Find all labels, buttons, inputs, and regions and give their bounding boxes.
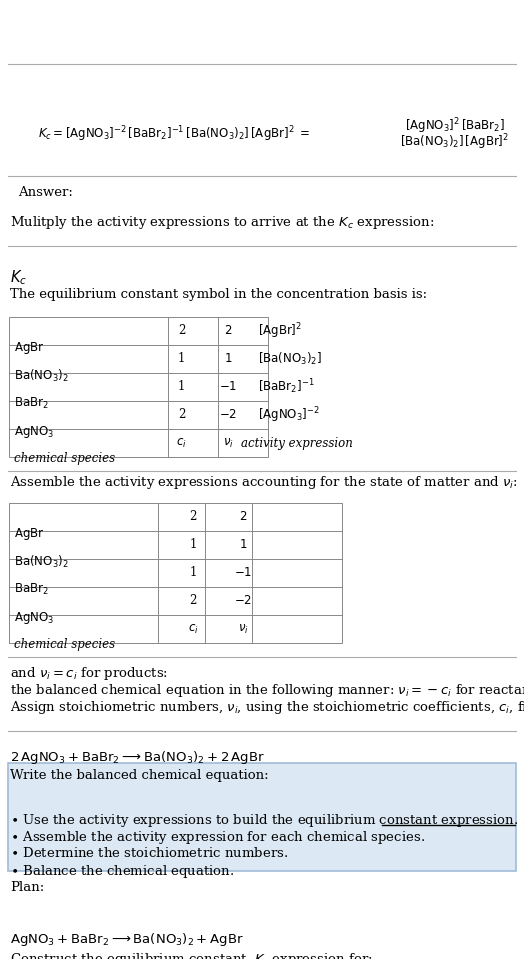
Text: and $\nu_i = c_i$ for products:: and $\nu_i = c_i$ for products:	[10, 665, 168, 682]
Text: $-1$: $-1$	[234, 567, 252, 579]
Text: $\mathrm{BaBr_2}$: $\mathrm{BaBr_2}$	[14, 582, 49, 597]
Text: $\nu_i$: $\nu_i$	[237, 622, 248, 636]
Text: 2: 2	[178, 324, 185, 338]
Text: Mulitply the activity expressions to arrive at the $K_c$ expression:: Mulitply the activity expressions to arr…	[10, 214, 434, 231]
Text: $\bullet$ Use the activity expressions to build the equilibrium constant express: $\bullet$ Use the activity expressions t…	[10, 812, 518, 829]
Text: $\mathrm{Ba(NO_3)_2}$: $\mathrm{Ba(NO_3)_2}$	[14, 368, 69, 385]
Text: $[\mathrm{Ba(NO_3)_2}]$: $[\mathrm{Ba(NO_3)_2}]$	[258, 351, 322, 367]
Text: $\mathrm{Ba(NO_3)_2}$: $\mathrm{Ba(NO_3)_2}$	[14, 554, 69, 570]
Text: activity expression: activity expression	[241, 436, 353, 450]
Text: $\bullet$ Determine the stoichiometric numbers.: $\bullet$ Determine the stoichiometric n…	[10, 846, 288, 860]
Text: Assemble the activity expressions accounting for the state of matter and $\nu_i$: Assemble the activity expressions accoun…	[10, 474, 518, 491]
Text: Answer:: Answer:	[18, 186, 73, 199]
Text: $[\mathrm{AgBr}]^2$: $[\mathrm{AgBr}]^2$	[258, 321, 302, 340]
Text: $-1$: $-1$	[220, 381, 237, 393]
Text: $[\mathrm{BaBr_2}]^{-1}$: $[\mathrm{BaBr_2}]^{-1}$	[258, 378, 314, 396]
Text: $\bullet$ Assemble the activity expression for each chemical species.: $\bullet$ Assemble the activity expressi…	[10, 829, 425, 846]
Text: $-2$: $-2$	[234, 595, 252, 607]
Text: chemical species: chemical species	[14, 638, 115, 651]
Text: $\mathrm{AgBr}$: $\mathrm{AgBr}$	[14, 340, 45, 356]
Bar	[9, 503, 342, 643]
Bar	[9, 317, 268, 457]
Text: 1: 1	[178, 381, 185, 393]
Text: $\mathrm{2\,AgNO_3 + BaBr_2 \longrightarrow Ba(NO_3)_2 + 2\,AgBr}$: $\mathrm{2\,AgNO_3 + BaBr_2 \longrightar…	[10, 749, 265, 766]
Text: $1$: $1$	[224, 353, 233, 365]
Text: $\bullet$ Balance the chemical equation.: $\bullet$ Balance the chemical equation.	[10, 863, 234, 880]
Bar	[8, 763, 516, 871]
Text: $[\mathrm{Ba(NO_3)_2}]\,[\mathrm{AgBr}]^2$: $[\mathrm{Ba(NO_3)_2}]\,[\mathrm{AgBr}]^…	[400, 132, 509, 152]
Text: $[\mathrm{AgNO_3}]^{-2}$: $[\mathrm{AgNO_3}]^{-2}$	[258, 406, 320, 425]
Text: $c_i$: $c_i$	[188, 622, 199, 636]
Text: $\mathrm{AgNO_3 + BaBr_2 \longrightarrow Ba(NO_3)_2 + AgBr}$: $\mathrm{AgNO_3 + BaBr_2 \longrightarrow…	[10, 931, 244, 948]
Text: $K_c$: $K_c$	[10, 268, 27, 287]
Text: $2$: $2$	[224, 324, 233, 338]
Text: Assign stoichiometric numbers, $\nu_i$, using the stoichiometric coefficients, $: Assign stoichiometric numbers, $\nu_i$, …	[10, 699, 524, 716]
Text: $c_i$: $c_i$	[176, 436, 187, 450]
Text: 2: 2	[189, 595, 196, 607]
Text: Write the balanced chemical equation:: Write the balanced chemical equation:	[10, 769, 269, 782]
Text: $\nu_i$: $\nu_i$	[223, 436, 234, 450]
Text: $\mathrm{BaBr_2}$: $\mathrm{BaBr_2}$	[14, 396, 49, 411]
Text: Construct the equilibrium constant, $K$, expression for:: Construct the equilibrium constant, $K$,…	[10, 951, 373, 959]
Text: $\mathrm{AgNO_3}$: $\mathrm{AgNO_3}$	[14, 424, 54, 440]
Text: $\mathrm{AgBr}$: $\mathrm{AgBr}$	[14, 526, 45, 542]
Text: $[\mathrm{AgNO_3}]^2\,[\mathrm{BaBr_2}]$: $[\mathrm{AgNO_3}]^2\,[\mathrm{BaBr_2}]$	[405, 116, 505, 135]
Text: $2$: $2$	[239, 510, 247, 524]
Text: the balanced chemical equation in the following manner: $\nu_i = -c_i$ for react: the balanced chemical equation in the fo…	[10, 682, 524, 699]
Text: The equilibrium constant symbol in the concentration basis is:: The equilibrium constant symbol in the c…	[10, 288, 427, 301]
Text: 1: 1	[189, 567, 196, 579]
Text: 1: 1	[189, 539, 196, 551]
Text: $\mathrm{AgNO_3}$: $\mathrm{AgNO_3}$	[14, 610, 54, 626]
Text: $1$: $1$	[239, 539, 247, 551]
Text: Plan:: Plan:	[10, 881, 44, 894]
Text: 2: 2	[189, 510, 196, 524]
Text: $-2$: $-2$	[220, 409, 237, 422]
Text: chemical species: chemical species	[14, 452, 115, 465]
Text: $K_c = [\mathrm{AgNO_3}]^{-2}\,[\mathrm{BaBr_2}]^{-1}\,[\mathrm{Ba(NO_3)_2}]\,[\: $K_c = [\mathrm{AgNO_3}]^{-2}\,[\mathrm{…	[38, 125, 310, 144]
Text: 1: 1	[178, 353, 185, 365]
Text: 2: 2	[178, 409, 185, 422]
